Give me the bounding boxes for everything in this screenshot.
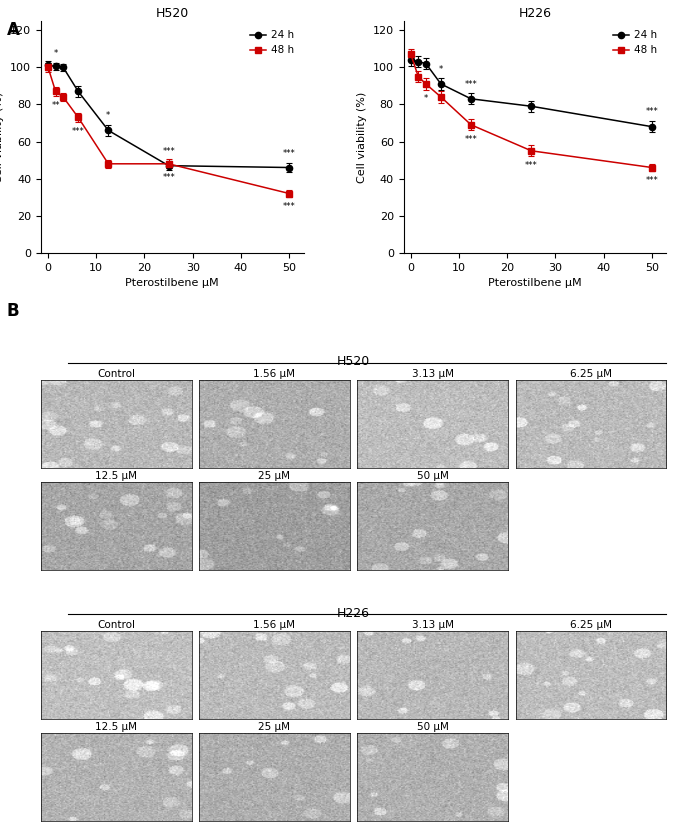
Title: 50 μM: 50 μM: [417, 722, 449, 732]
X-axis label: Pterostilbene μM: Pterostilbene μM: [488, 279, 582, 289]
Title: 1.56 μM: 1.56 μM: [254, 369, 295, 379]
Text: *: *: [424, 94, 428, 103]
Title: H520: H520: [156, 7, 189, 20]
Title: 6.25 μM: 6.25 μM: [570, 369, 612, 379]
Text: ***: ***: [464, 135, 477, 144]
Title: 25 μM: 25 μM: [258, 722, 290, 732]
Text: B: B: [7, 302, 20, 320]
Y-axis label: Cell viability (%): Cell viability (%): [357, 91, 367, 183]
Title: 12.5 μM: 12.5 μM: [95, 471, 137, 481]
Title: Control: Control: [97, 369, 135, 379]
Text: **: **: [51, 101, 60, 110]
Title: 50 μM: 50 μM: [417, 471, 449, 481]
Y-axis label: Cell viability (%): Cell viability (%): [0, 91, 4, 183]
Text: ***: ***: [283, 149, 296, 158]
Title: 6.25 μM: 6.25 μM: [570, 620, 612, 631]
Text: H520: H520: [337, 355, 370, 369]
Text: ***: ***: [283, 202, 296, 211]
Text: H226: H226: [337, 606, 370, 620]
Title: 1.56 μM: 1.56 μM: [254, 620, 295, 631]
Text: ***: ***: [72, 127, 84, 136]
Title: 12.5 μM: 12.5 μM: [95, 722, 137, 732]
Title: H226: H226: [518, 7, 551, 20]
Text: ***: ***: [645, 108, 658, 117]
Text: *: *: [54, 49, 58, 58]
Legend: 24 h, 48 h: 24 h, 48 h: [609, 26, 661, 59]
Title: 3.13 μM: 3.13 μM: [412, 620, 454, 631]
Text: ***: ***: [525, 161, 538, 170]
Text: A: A: [7, 21, 20, 39]
Title: 25 μM: 25 μM: [258, 471, 290, 481]
Text: ***: ***: [163, 173, 175, 182]
Text: ***: ***: [464, 79, 477, 88]
Legend: 24 h, 48 h: 24 h, 48 h: [246, 26, 299, 59]
Text: *: *: [439, 65, 443, 73]
Title: Control: Control: [97, 620, 135, 631]
Text: ***: ***: [645, 176, 658, 185]
Title: 3.13 μM: 3.13 μM: [412, 369, 454, 379]
Text: *: *: [106, 111, 110, 120]
Text: ***: ***: [163, 148, 175, 157]
X-axis label: Pterostilbene μM: Pterostilbene μM: [125, 279, 219, 289]
